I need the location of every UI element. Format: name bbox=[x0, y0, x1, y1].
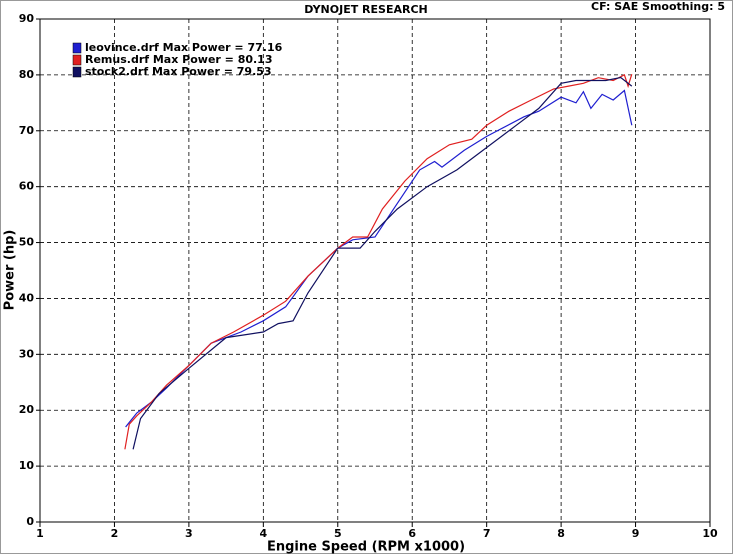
x-tick-label: 1 bbox=[36, 527, 44, 540]
y-tick-label: 60 bbox=[19, 180, 35, 193]
x-tick-label: 2 bbox=[111, 527, 119, 540]
legend-label: leovince.drf Max Power = 77.16 bbox=[85, 41, 283, 54]
y-tick-label: 10 bbox=[19, 459, 35, 472]
legend-swatch bbox=[72, 54, 82, 66]
x-tick-label: 10 bbox=[702, 527, 718, 540]
y-tick-label: 90 bbox=[19, 12, 35, 25]
x-tick-label: 4 bbox=[260, 527, 268, 540]
x-tick-label: 5 bbox=[334, 527, 342, 540]
legend-label: stock2.drf Max Power = 79.53 bbox=[85, 65, 272, 78]
plot-area bbox=[39, 18, 711, 523]
x-tick-label: 8 bbox=[557, 527, 565, 540]
x-tick-label: 3 bbox=[185, 527, 193, 540]
y-tick-label: 30 bbox=[19, 347, 35, 360]
chart-title: DYNOJET RESEARCH bbox=[304, 3, 427, 16]
legend-swatch bbox=[72, 42, 82, 54]
y-axis-label: Power (hp) bbox=[3, 230, 18, 311]
chart-subtitle: CF: SAE Smoothing: 5 bbox=[591, 0, 725, 13]
y-tick-label: 20 bbox=[19, 403, 35, 416]
y-tick-label: 40 bbox=[19, 291, 35, 304]
legend-swatch bbox=[72, 66, 82, 78]
series-line bbox=[124, 74, 633, 450]
legend-label: Remus.drf Max Power = 80.13 bbox=[85, 53, 273, 66]
x-tick-label: 9 bbox=[632, 527, 640, 540]
y-tick-label: 0 bbox=[26, 515, 34, 528]
series-line bbox=[132, 76, 633, 450]
y-tick-label: 80 bbox=[19, 68, 35, 81]
x-tick-label: 6 bbox=[408, 527, 416, 540]
x-axis-label: Engine Speed (RPM x1000) bbox=[267, 540, 465, 554]
y-tick-label: 70 bbox=[19, 124, 35, 137]
y-tick-label: 50 bbox=[19, 236, 35, 249]
x-tick-label: 7 bbox=[483, 527, 491, 540]
